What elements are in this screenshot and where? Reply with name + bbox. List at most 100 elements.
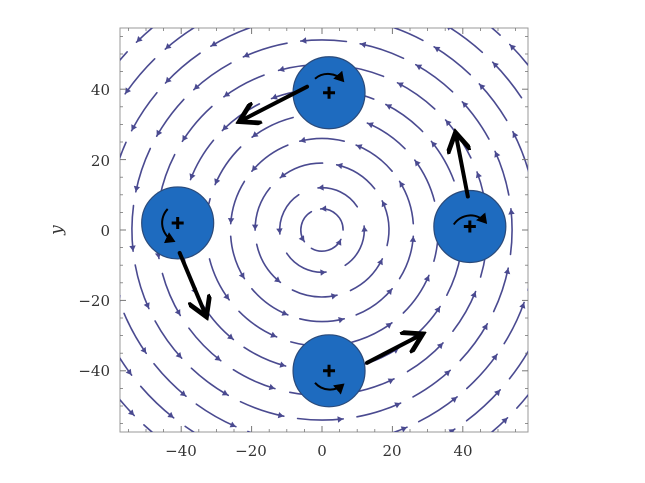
streamline-arrowhead <box>298 235 305 242</box>
streamline-arrowhead <box>174 309 181 316</box>
streamline-arrowhead <box>125 368 132 376</box>
streamline-segment <box>120 51 128 62</box>
y-tick-label-neg20: −20 <box>78 292 110 310</box>
streamline-arrowhead <box>227 333 234 340</box>
streamline-arrowhead <box>481 323 488 331</box>
streamline-segment <box>541 284 556 327</box>
streamline-arrowhead <box>175 352 182 359</box>
charge-plus-icon <box>463 220 476 233</box>
y-tick-label-neg40: −40 <box>78 362 110 380</box>
streamline-arrowhead <box>320 269 326 276</box>
streamline-segment <box>120 141 127 160</box>
streamline-arrowhead <box>299 136 306 143</box>
streamline-arrowhead <box>494 151 501 158</box>
streamline-arrowhead <box>229 421 236 428</box>
streamline-arrowhead <box>214 178 221 185</box>
streamline-arrowhead <box>182 134 188 142</box>
streamline-arrowhead <box>367 122 374 129</box>
streamline-segment <box>265 16 310 24</box>
streamline-arrowhead <box>189 173 196 180</box>
streamline-arrowhead <box>271 93 278 100</box>
streamline-arrowhead <box>335 239 342 246</box>
y-tick-label-40: 40 <box>91 81 110 99</box>
streamline-arrowhead <box>582 202 588 208</box>
streamline-arrowhead <box>193 83 200 90</box>
streamline-arrowhead <box>276 228 283 234</box>
streamline-arrowhead <box>519 302 526 309</box>
streamline-arrowhead <box>386 288 393 295</box>
streamline-arrowhead <box>462 101 469 108</box>
y-tick-label-0: 0 <box>100 222 110 240</box>
streamline-segment <box>508 350 528 380</box>
streamline-arrowhead <box>133 185 140 192</box>
streamline-arrowhead <box>566 319 572 325</box>
streamline-arrowhead <box>81 200 87 206</box>
streamline-arrowhead <box>221 389 229 396</box>
spin-arrow-icon <box>452 212 488 226</box>
streamline-arrowhead <box>131 124 137 131</box>
streamlines <box>56 0 588 483</box>
streamline-arrowhead <box>136 36 143 43</box>
streamline-arrowhead <box>444 370 451 377</box>
streamline-segment <box>516 393 528 409</box>
streamline-arrowhead <box>345 440 351 446</box>
streamline-segment <box>183 0 224 6</box>
particle-left <box>141 186 215 315</box>
streamline-arrowhead <box>223 293 230 300</box>
streamline-segment <box>490 28 501 36</box>
streamline-arrowhead <box>401 479 407 483</box>
x-tick-label-40: 40 <box>453 442 472 460</box>
streamline-arrowhead <box>571 144 577 150</box>
streamline-arrowhead <box>381 22 387 28</box>
streamline-arrowhead <box>546 91 552 97</box>
charge-plus-icon <box>323 86 336 99</box>
streamline-arrowhead <box>274 276 281 283</box>
streamline-arrowhead <box>251 224 259 231</box>
streamline-arrowhead <box>179 390 186 397</box>
streamline-arrowhead <box>277 462 283 468</box>
streamline-segment <box>297 468 343 469</box>
streamline-arrowhead <box>96 317 102 323</box>
velocity-arrow <box>456 134 468 199</box>
x-tick-label-0: 0 <box>317 442 327 460</box>
streamline-arrowhead <box>504 268 511 275</box>
velocity-arrow <box>177 250 206 315</box>
streamline-arrowhead <box>512 131 519 139</box>
streamline-segment <box>143 424 154 432</box>
streamline-arrowhead <box>558 225 564 231</box>
streamline-arrowhead <box>385 104 393 110</box>
x-tick-label-neg40: −40 <box>165 442 197 460</box>
spin-arrow-icon <box>314 382 345 395</box>
streamline-arrowhead <box>280 171 287 178</box>
spin-arrow-icon <box>314 70 345 83</box>
streamline-arrowhead <box>222 124 229 131</box>
streamline-arrowhead <box>56 252 62 258</box>
streamline-arrowhead <box>377 258 383 266</box>
streamline-arrowhead <box>479 83 486 91</box>
streamline-arrowhead <box>337 466 343 472</box>
streamline-segment <box>572 144 583 188</box>
streamline-arrowhead <box>279 361 286 368</box>
streamline-segment <box>120 300 121 303</box>
streamline-arrowhead <box>320 205 327 212</box>
streamline-segment <box>552 165 560 210</box>
streamline-segment <box>552 319 571 361</box>
streamline-arrowhead <box>183 0 189 6</box>
streamline-segment <box>192 460 234 479</box>
streamline-arrowhead <box>318 184 324 191</box>
streamline-arrowhead <box>227 218 235 224</box>
streamline-arrowhead <box>167 411 174 418</box>
streamline-arrowhead <box>539 372 545 378</box>
streamline-arrowhead <box>214 355 221 361</box>
streamline-arrowhead <box>72 135 78 141</box>
streamline-segment <box>323 15 368 20</box>
streamline-arrowhead <box>409 236 417 242</box>
streamline-arrowhead <box>450 396 458 403</box>
streamline-arrowhead <box>361 226 368 232</box>
streamline-arrowhead <box>268 383 275 391</box>
streamline-arrowhead <box>337 416 344 423</box>
streamline-arrowhead <box>356 144 363 151</box>
streamline-arrowhead <box>360 41 367 48</box>
streamline-arrowhead <box>143 302 150 309</box>
streamline-arrowhead <box>464 7 470 13</box>
